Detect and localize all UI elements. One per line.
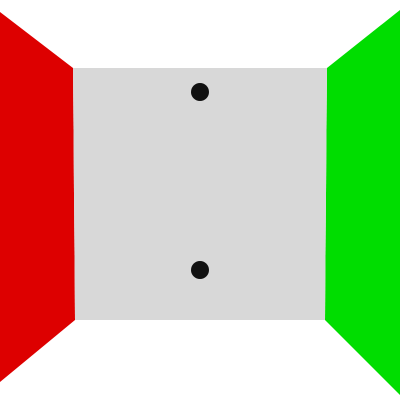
upper-dot[interactable]: [191, 83, 209, 101]
left-wall: [0, 12, 75, 382]
right-wall: [325, 10, 400, 395]
lower-dot[interactable]: [191, 261, 209, 279]
back-wall: [73, 68, 327, 320]
ceiling: [0, 0, 400, 68]
floor: [0, 320, 400, 400]
